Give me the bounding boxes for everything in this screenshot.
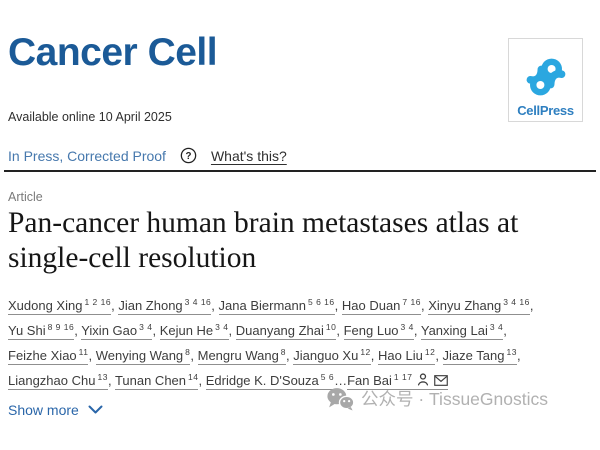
whats-this-link[interactable]: What's this? xyxy=(210,147,287,164)
author-link[interactable]: Jian Zhong 3 4 16 xyxy=(118,296,212,315)
chevron-down-icon xyxy=(88,405,103,414)
author-link[interactable]: Jana Biermann 5 6 16 xyxy=(218,296,335,315)
author-link[interactable]: Fan Bai 1 17 xyxy=(347,372,449,390)
wechat-icon xyxy=(327,387,354,411)
watermark-text: 公众号 · TissueGnostics xyxy=(360,389,548,409)
author-link[interactable]: Xudong Xing 1 2 16 xyxy=(8,296,112,315)
author-link[interactable]: Yu Shi 8 9 16 xyxy=(8,321,75,340)
available-online-date: Available online 10 April 2025 xyxy=(8,110,172,124)
author-link[interactable]: Hao Duan 7 16 xyxy=(341,296,421,315)
author-link[interactable]: Yanxing Lai 3 4 xyxy=(420,321,504,340)
author-link[interactable]: Edridge K. D'Souza 5 6 xyxy=(205,371,335,390)
author-list: Xudong Xing 1 2 16, Jian Zhong 3 4 16, Jan… xyxy=(8,296,534,390)
show-more-label: Show more xyxy=(8,402,79,418)
author-link[interactable]: Liangzhao Chu 13 xyxy=(8,371,108,390)
show-more-button[interactable]: Show more xyxy=(8,402,103,418)
person-icon[interactable] xyxy=(417,373,429,386)
author-link[interactable]: Xinyu Zhang 3 4 16 xyxy=(428,296,530,315)
cellpress-logo-label: CellPress xyxy=(517,103,574,118)
author-link[interactable]: Jianguo Xu 12 xyxy=(293,346,371,365)
watermark: 公众号 · TissueGnostics xyxy=(326,386,548,411)
author-link[interactable]: Feizhe Xiao 11 xyxy=(8,346,89,365)
svg-text:?: ? xyxy=(185,151,191,162)
cellpress-icon xyxy=(526,58,565,96)
author-link[interactable]: Mengru Wang 8 xyxy=(197,346,287,365)
author-link[interactable]: Wenying Wang 8 xyxy=(95,346,191,365)
circled-question-mark-icon[interactable]: ? xyxy=(180,147,197,164)
article-type-label: Article xyxy=(8,190,43,204)
status-row: In Press, Corrected Proof ? What's this? xyxy=(8,147,287,164)
author-link[interactable]: Feng Luo 3 4 xyxy=(343,321,414,340)
journal-title: Cancer Cell xyxy=(8,31,218,74)
header-divider xyxy=(4,170,596,172)
author-link[interactable]: Yixin Gao 3 4 xyxy=(81,321,153,340)
author-link[interactable]: Hao Liu 12 xyxy=(378,346,436,365)
author-link[interactable]: Duanyang Zhai 10 xyxy=(235,321,337,340)
article-title: Pan-cancer human brain metastases atlas … xyxy=(8,207,519,274)
envelope-icon[interactable] xyxy=(434,375,449,386)
cellpress-logo[interactable]: CellPress xyxy=(508,38,583,122)
author-link[interactable]: Jiaze Tang 13 xyxy=(442,346,517,365)
author-link[interactable]: Tunan Chen 14 xyxy=(114,371,199,390)
in-press-status: In Press, Corrected Proof xyxy=(8,147,166,164)
author-link[interactable]: Kejun He 3 4 xyxy=(159,321,229,340)
